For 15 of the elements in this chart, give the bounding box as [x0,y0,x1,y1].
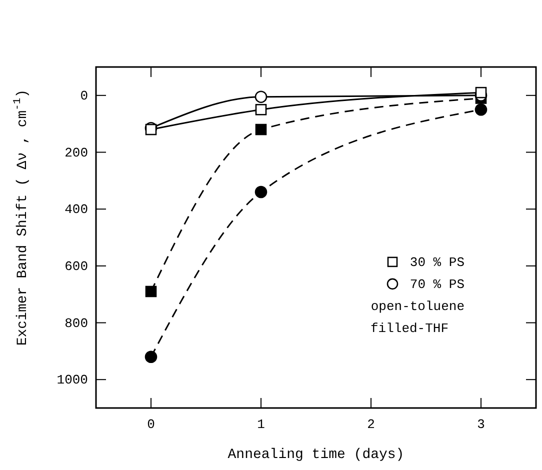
legend-label: 70 % PS [410,276,465,292]
y-tick-label: 800 [64,316,88,331]
annotation: open-toluene [370,298,464,314]
y-tick-label: 200 [64,145,88,160]
x-tick-label: 1 [257,417,266,432]
legend-label: 30 % PS [410,254,465,270]
y-tick-label: 600 [64,258,88,274]
annotation: filled-THF [370,320,448,336]
x-tick-label: 3 [477,417,485,432]
y-tick-label: 1000 [56,372,88,388]
y-tick-label: 400 [64,202,88,218]
x-tick-label: 2 [367,417,375,432]
y-tick-label: 0 [80,88,88,104]
x-axis-title: Annealing time (days) [228,447,404,463]
x-tick-label: 0 [147,417,155,432]
